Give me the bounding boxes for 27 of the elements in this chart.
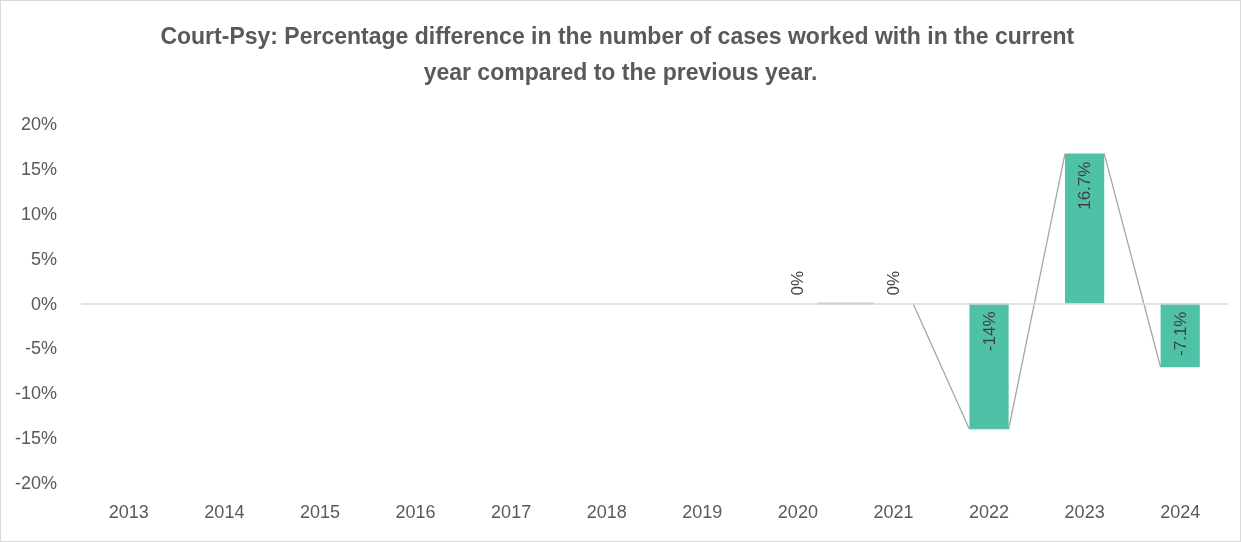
y-tick-label: -20% [14,473,57,493]
y-tick-label: -5% [24,338,57,359]
data-label: 0% [788,270,808,296]
x-tick-label: 2013 [108,502,149,522]
y-tick-label: 15% [20,158,57,179]
data-label: 0% [883,270,903,296]
data-label: -14% [979,311,999,352]
x-tick-label: 2016 [395,502,436,522]
x-tick-label: 2022 [969,502,1010,522]
x-tick-label: 2018 [586,502,627,522]
y-tick-label: 10% [20,203,57,224]
x-tick-label: 2021 [873,502,914,522]
y-tick-label: 20% [20,114,57,134]
x-tick-label: 2020 [777,502,818,522]
x-tick-label: 2024 [1160,502,1201,522]
y-tick-label: -10% [14,383,57,404]
x-tick-label: 2017 [491,502,532,522]
x-tick-label: 2015 [299,502,340,522]
y-tick-label: 5% [30,248,57,269]
y-tick-label: 0% [30,293,57,314]
data-label: 16.7% [1075,161,1095,210]
x-tick-label: 2023 [1064,502,1105,522]
chart-title: Court-Psy: Percentage difference in the number of cases worked with in the current year compared to the previous year. [160,23,1081,85]
x-tick-label: 2014 [204,502,245,522]
data-label: -7.1% [1170,311,1190,356]
y-tick-label: -15% [14,428,57,449]
x-tick-label: 2019 [682,502,723,522]
